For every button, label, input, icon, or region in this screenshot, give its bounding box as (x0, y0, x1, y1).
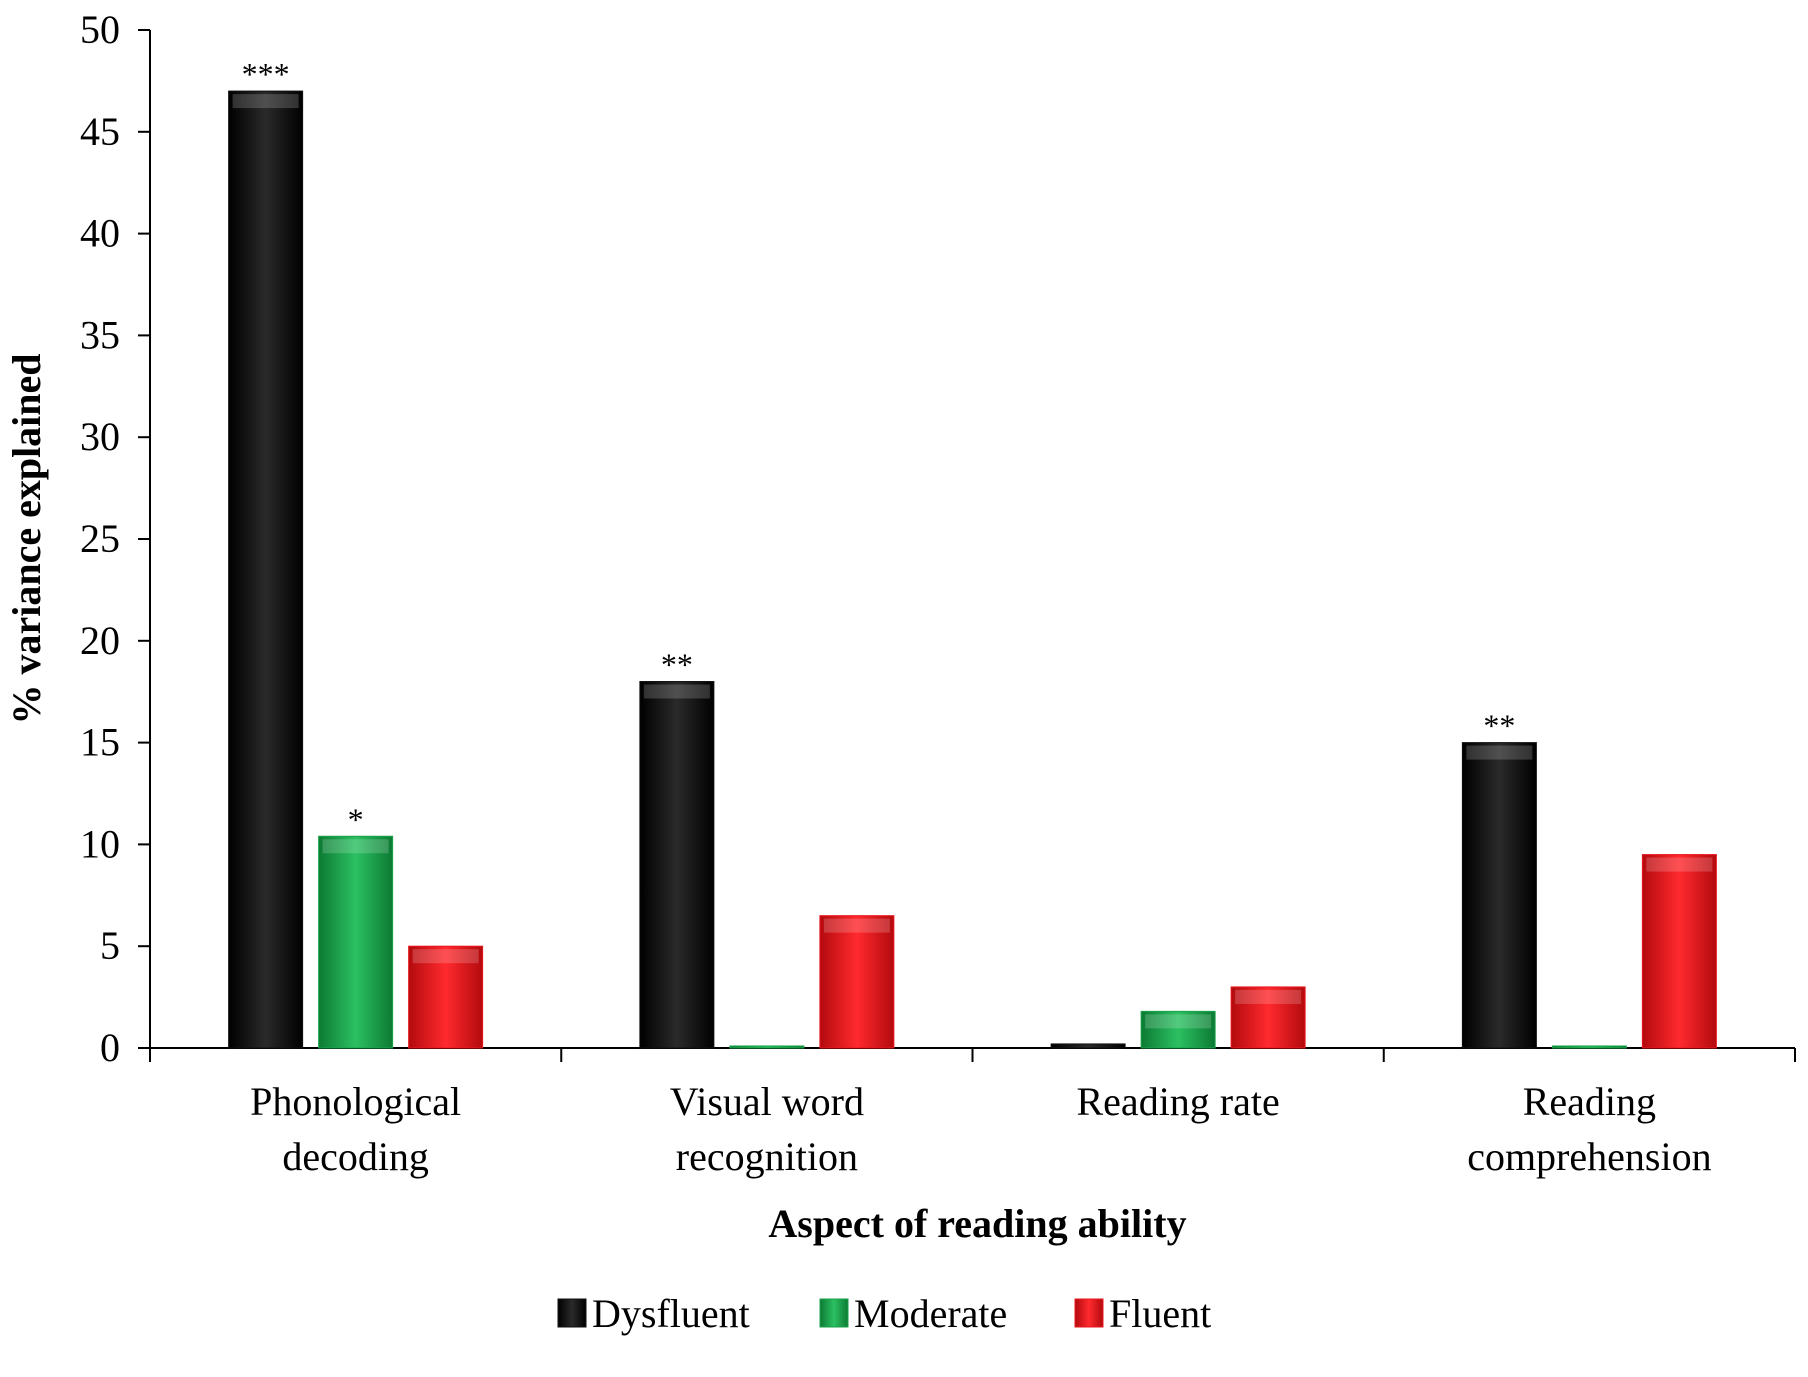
y-tick-label: 20 (80, 618, 120, 663)
x-tick-label: recognition (676, 1134, 858, 1179)
bar-moderate-0 (318, 835, 394, 1049)
legend-label-dysfluent: Dysfluent (592, 1291, 750, 1336)
significance-label: ** (661, 647, 693, 683)
legend-label-fluent: Fluent (1109, 1291, 1211, 1336)
y-tick-label: 5 (100, 923, 120, 968)
legend-swatch-dysfluent (557, 1298, 587, 1328)
bar-bevel (1646, 857, 1713, 872)
legend-label-moderate: Moderate (854, 1291, 1007, 1336)
significance-label: *** (242, 56, 290, 92)
bar-dysfluent-1 (639, 681, 715, 1049)
y-tick-label: 25 (80, 516, 120, 561)
legend-swatch-fluent (1074, 1298, 1104, 1328)
bar-fluent-0 (408, 945, 484, 1049)
bar-fluent-2 (1230, 986, 1306, 1049)
y-tick-label: 40 (80, 211, 120, 256)
bar-bevel (412, 949, 479, 964)
y-tick-label: 10 (80, 821, 120, 866)
bar-bevel (823, 918, 890, 933)
bar-bevel (1235, 989, 1302, 1004)
y-tick-label: 30 (80, 414, 120, 459)
x-tick-label: Reading (1523, 1079, 1656, 1124)
bar-moderate-3 (1551, 1045, 1627, 1049)
x-axis-title: Aspect of reading ability (768, 1201, 1186, 1246)
legend-swatch-moderate (819, 1298, 849, 1328)
y-tick-label: 45 (80, 109, 120, 154)
bar-bevel (1145, 1014, 1212, 1029)
x-tick-label: Reading rate (1077, 1079, 1280, 1124)
y-tick-label: 35 (80, 312, 120, 357)
bar-fluent-3 (1641, 854, 1717, 1049)
x-tick-label: Visual word (670, 1079, 864, 1124)
y-axis-title: % variance explained (4, 353, 49, 724)
bar-fluent-1 (819, 915, 895, 1049)
bar-dysfluent-2 (1050, 1043, 1126, 1049)
bar-dysfluent-3 (1461, 742, 1537, 1049)
bar-moderate-1 (729, 1045, 805, 1049)
x-tick-label: Phonological (250, 1079, 461, 1124)
significance-label: ** (1483, 708, 1515, 744)
x-tick-label: decoding (282, 1134, 429, 1179)
bar-dysfluent-0 (228, 90, 304, 1049)
significance-label: * (348, 801, 364, 837)
x-tick-label: comprehension (1467, 1134, 1711, 1179)
bar-moderate-2 (1140, 1010, 1216, 1049)
bar-bevel (1466, 745, 1533, 760)
bar-bevel (232, 94, 299, 109)
y-tick-label: 0 (100, 1025, 120, 1070)
y-tick-label: 50 (80, 7, 120, 52)
bar-bevel (643, 684, 710, 699)
y-tick-label: 15 (80, 720, 120, 765)
bar-bevel (322, 839, 389, 854)
